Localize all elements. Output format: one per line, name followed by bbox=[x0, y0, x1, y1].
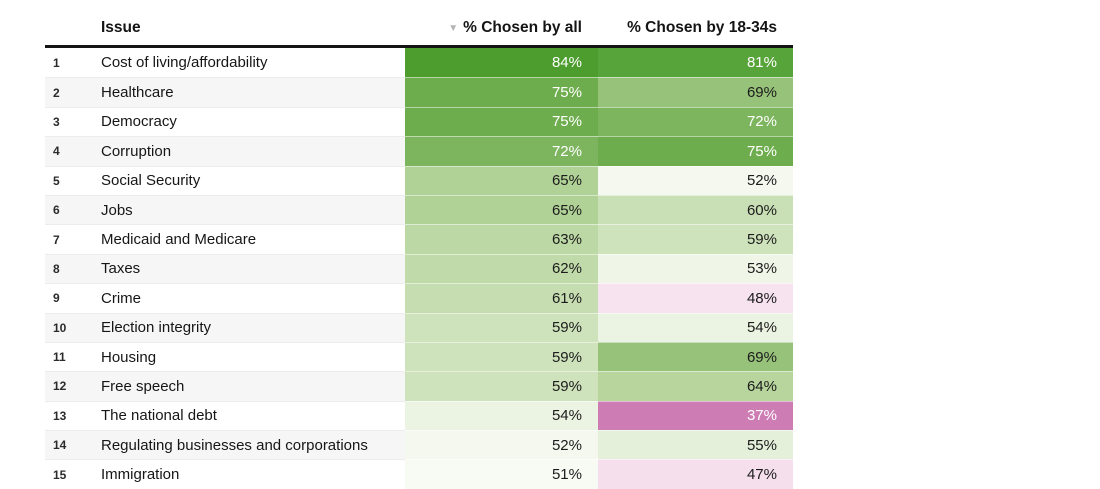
table-row: 15 Immigration 51% 47% bbox=[45, 459, 793, 489]
cell-chosen-by-all: 61% bbox=[405, 283, 598, 313]
row-rank: 14 bbox=[45, 430, 101, 460]
cell-chosen-by-18-34s: 69% bbox=[598, 341, 793, 372]
row-rank: 2 bbox=[45, 77, 101, 107]
cell-chosen-by-18-34s: 37% bbox=[598, 400, 793, 431]
column-header-chosen-by-18-34s-label: % Chosen by 18-34s bbox=[627, 19, 777, 36]
table-header-row: Issue ▼ % Chosen by all % Chosen by 18-34… bbox=[45, 0, 793, 48]
cell-chosen-by-18-34s: 64% bbox=[598, 371, 793, 401]
cell-chosen-by-18-34s: 47% bbox=[598, 459, 793, 489]
table-row: 7 Medicaid and Medicare 63% 59% bbox=[45, 224, 793, 254]
table-row: 14 Regulating businesses and corporation… bbox=[45, 430, 793, 460]
row-rank: 1 bbox=[45, 48, 101, 78]
row-issue-label: Medicaid and Medicare bbox=[101, 224, 405, 254]
row-rank: 3 bbox=[45, 106, 101, 137]
column-header-chosen-by-all-label: % Chosen by all bbox=[463, 19, 582, 36]
row-issue-label: Housing bbox=[101, 341, 405, 372]
row-issue-label: Healthcare bbox=[101, 77, 405, 107]
cell-chosen-by-all: 75% bbox=[405, 77, 598, 107]
table-row: 3 Democracy 75% 72% bbox=[45, 106, 793, 137]
row-issue-label: The national debt bbox=[101, 400, 405, 431]
row-rank: 4 bbox=[45, 136, 101, 166]
row-issue-label: Social Security bbox=[101, 165, 405, 195]
row-rank: 10 bbox=[45, 312, 101, 342]
cell-chosen-by-18-34s: 48% bbox=[598, 283, 793, 313]
column-header-chosen-by-18-34s[interactable]: % Chosen by 18-34s bbox=[598, 19, 793, 37]
table-row: 13 The national debt 54% 37% bbox=[45, 400, 793, 431]
column-header-issue: Issue bbox=[101, 19, 141, 36]
cell-chosen-by-all: 51% bbox=[405, 459, 598, 489]
column-header-chosen-by-all[interactable]: ▼ % Chosen by all bbox=[405, 19, 598, 37]
row-issue-label: Immigration bbox=[101, 459, 405, 489]
issues-heatmap-table: Issue ▼ % Chosen by all % Chosen by 18-34… bbox=[45, 0, 793, 489]
row-issue-label: Free speech bbox=[101, 371, 405, 401]
table-row: 10 Election integrity 59% 54% bbox=[45, 312, 793, 342]
cell-chosen-by-all: 52% bbox=[405, 430, 598, 460]
cell-chosen-by-all: 54% bbox=[405, 400, 598, 431]
row-issue-label: Election integrity bbox=[101, 312, 405, 342]
cell-chosen-by-18-34s: 53% bbox=[598, 253, 793, 284]
cell-chosen-by-18-34s: 69% bbox=[598, 77, 793, 107]
cell-chosen-by-all: 65% bbox=[405, 194, 598, 225]
cell-chosen-by-18-34s: 75% bbox=[598, 136, 793, 166]
row-rank: 9 bbox=[45, 283, 101, 313]
table-row: 8 Taxes 62% 53% bbox=[45, 253, 793, 284]
table-row: 6 Jobs 65% 60% bbox=[45, 194, 793, 225]
row-rank: 5 bbox=[45, 165, 101, 195]
row-issue-label: Taxes bbox=[101, 253, 405, 284]
row-issue-label: Regulating businesses and corporations bbox=[101, 430, 405, 460]
table-row: 9 Crime 61% 48% bbox=[45, 283, 793, 313]
cell-chosen-by-all: 59% bbox=[405, 312, 598, 342]
cell-chosen-by-all: 62% bbox=[405, 253, 598, 284]
row-issue-label: Corruption bbox=[101, 136, 405, 166]
cell-chosen-by-all: 72% bbox=[405, 136, 598, 166]
cell-chosen-by-all: 63% bbox=[405, 224, 598, 254]
row-issue-label: Crime bbox=[101, 283, 405, 313]
cell-chosen-by-18-34s: 55% bbox=[598, 430, 793, 460]
row-rank: 6 bbox=[45, 194, 101, 225]
table-row: 1 Cost of living/affordability 84% 81% bbox=[45, 48, 793, 78]
table-row: 12 Free speech 59% 64% bbox=[45, 371, 793, 401]
table-row: 4 Corruption 72% 75% bbox=[45, 136, 793, 166]
table-row: 5 Social Security 65% 52% bbox=[45, 165, 793, 195]
row-issue-label: Democracy bbox=[101, 106, 405, 137]
cell-chosen-by-18-34s: 72% bbox=[598, 106, 793, 137]
row-issue-label: Cost of living/affordability bbox=[101, 48, 405, 78]
row-issue-label: Jobs bbox=[101, 194, 405, 225]
cell-chosen-by-all: 59% bbox=[405, 371, 598, 401]
cell-chosen-by-all: 59% bbox=[405, 341, 598, 372]
cell-chosen-by-18-34s: 54% bbox=[598, 312, 793, 342]
cell-chosen-by-all: 75% bbox=[405, 106, 598, 137]
cell-chosen-by-18-34s: 59% bbox=[598, 224, 793, 254]
row-rank: 7 bbox=[45, 224, 101, 254]
cell-chosen-by-18-34s: 81% bbox=[598, 48, 793, 78]
row-rank: 11 bbox=[45, 341, 101, 372]
cell-chosen-by-18-34s: 60% bbox=[598, 194, 793, 225]
table-body: 1 Cost of living/affordability 84% 81% 2… bbox=[45, 48, 793, 489]
table-row: 11 Housing 59% 69% bbox=[45, 341, 793, 372]
row-rank: 13 bbox=[45, 400, 101, 431]
table-row: 2 Healthcare 75% 69% bbox=[45, 77, 793, 107]
cell-chosen-by-18-34s: 52% bbox=[598, 165, 793, 195]
row-rank: 12 bbox=[45, 371, 101, 401]
cell-chosen-by-all: 65% bbox=[405, 165, 598, 195]
sort-descending-icon: ▼ bbox=[448, 23, 459, 34]
row-rank: 15 bbox=[45, 459, 101, 489]
cell-chosen-by-all: 84% bbox=[405, 48, 598, 78]
row-rank: 8 bbox=[45, 253, 101, 284]
